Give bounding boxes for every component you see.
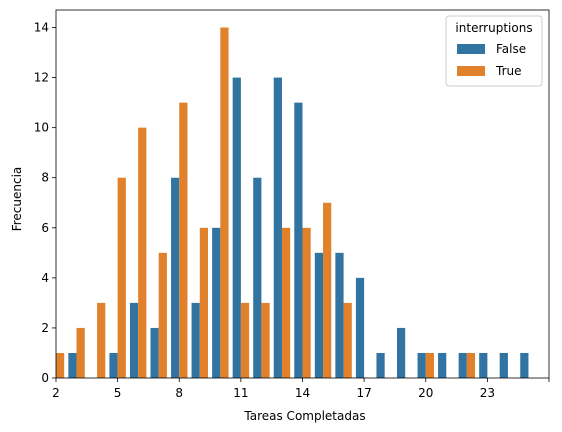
x-tick-label-8: 8 bbox=[175, 386, 183, 400]
bar-true-14 bbox=[302, 227, 311, 378]
bar-true-4 bbox=[97, 302, 106, 378]
bar-true-11 bbox=[240, 302, 250, 378]
bar-false-3 bbox=[68, 352, 77, 378]
bar-false-11 bbox=[232, 77, 241, 378]
bar-true-12 bbox=[261, 302, 270, 378]
bar-false-10 bbox=[212, 227, 221, 378]
bar-true-3 bbox=[76, 327, 85, 378]
y-axis-label: Frecuencia bbox=[10, 167, 24, 232]
bar-false-15 bbox=[314, 252, 324, 378]
bar-false-6 bbox=[129, 302, 139, 378]
bar-true-2 bbox=[56, 352, 65, 378]
y-axis: 0 2 4 6 8 10 12 14 bbox=[34, 21, 56, 385]
legend-swatch-false bbox=[457, 44, 485, 54]
legend: interruptions False True bbox=[445, 15, 543, 87]
bar-false-14 bbox=[294, 102, 303, 378]
y-tick-label-2: 2 bbox=[41, 321, 49, 335]
bar-false-7 bbox=[150, 327, 159, 378]
x-tick-label-5: 5 bbox=[114, 386, 122, 400]
bar-true-22 bbox=[466, 352, 476, 378]
bar-true-8 bbox=[179, 102, 188, 378]
bar-true-16 bbox=[343, 302, 352, 378]
x-tick-label-11: 11 bbox=[233, 386, 248, 400]
legend-label-true: True bbox=[495, 64, 522, 78]
y-tick-label-6: 6 bbox=[41, 221, 49, 235]
bar-false-23 bbox=[479, 352, 488, 378]
bar-true-6 bbox=[138, 127, 147, 378]
x-tick-label-2: 2 bbox=[52, 386, 60, 400]
legend-label-false: False bbox=[496, 42, 526, 56]
bar-false-25 bbox=[520, 352, 529, 378]
bar-false-16 bbox=[335, 252, 344, 378]
y-tick-label-10: 10 bbox=[34, 121, 49, 135]
y-tick-label-12: 12 bbox=[34, 71, 49, 85]
x-axis: 2 5 8 11 14 17 20 23 bbox=[52, 378, 550, 400]
bar-false-12 bbox=[253, 177, 262, 378]
bar-false-18 bbox=[376, 352, 385, 378]
bar-false-24 bbox=[499, 352, 508, 378]
y-tick-label-0: 0 bbox=[41, 371, 49, 385]
x-tick-label-14: 14 bbox=[295, 386, 310, 400]
bar-true-10 bbox=[220, 27, 229, 379]
bar-true-5 bbox=[117, 177, 126, 378]
bar-false-17 bbox=[355, 277, 365, 378]
y-tick-label-4: 4 bbox=[41, 271, 49, 285]
y-tick-label-8: 8 bbox=[41, 171, 49, 185]
bar-false-13 bbox=[273, 77, 282, 378]
bar-true-13 bbox=[281, 227, 291, 378]
x-tick-label-20: 20 bbox=[418, 386, 433, 400]
legend-title: interruptions bbox=[455, 21, 532, 35]
bar-false-5 bbox=[109, 352, 118, 378]
bar-false-21 bbox=[438, 352, 447, 378]
bar-true-9 bbox=[199, 227, 209, 378]
bar-false-22 bbox=[458, 352, 467, 378]
bars-layer bbox=[56, 27, 529, 379]
x-tick-label-17: 17 bbox=[356, 386, 371, 400]
bar-false-8 bbox=[171, 177, 180, 378]
bar-false-9 bbox=[191, 302, 200, 378]
bar-false-20 bbox=[417, 352, 426, 378]
legend-swatch-true bbox=[457, 66, 485, 76]
bar-true-15 bbox=[323, 202, 332, 378]
x-axis-label: Tareas Completadas bbox=[243, 409, 365, 423]
y-tick-label-14: 14 bbox=[34, 21, 49, 35]
bar-false-19 bbox=[396, 327, 406, 378]
bar-true-20 bbox=[425, 352, 434, 378]
bar-true-7 bbox=[158, 252, 167, 378]
x-tick-label-23: 23 bbox=[480, 386, 495, 400]
